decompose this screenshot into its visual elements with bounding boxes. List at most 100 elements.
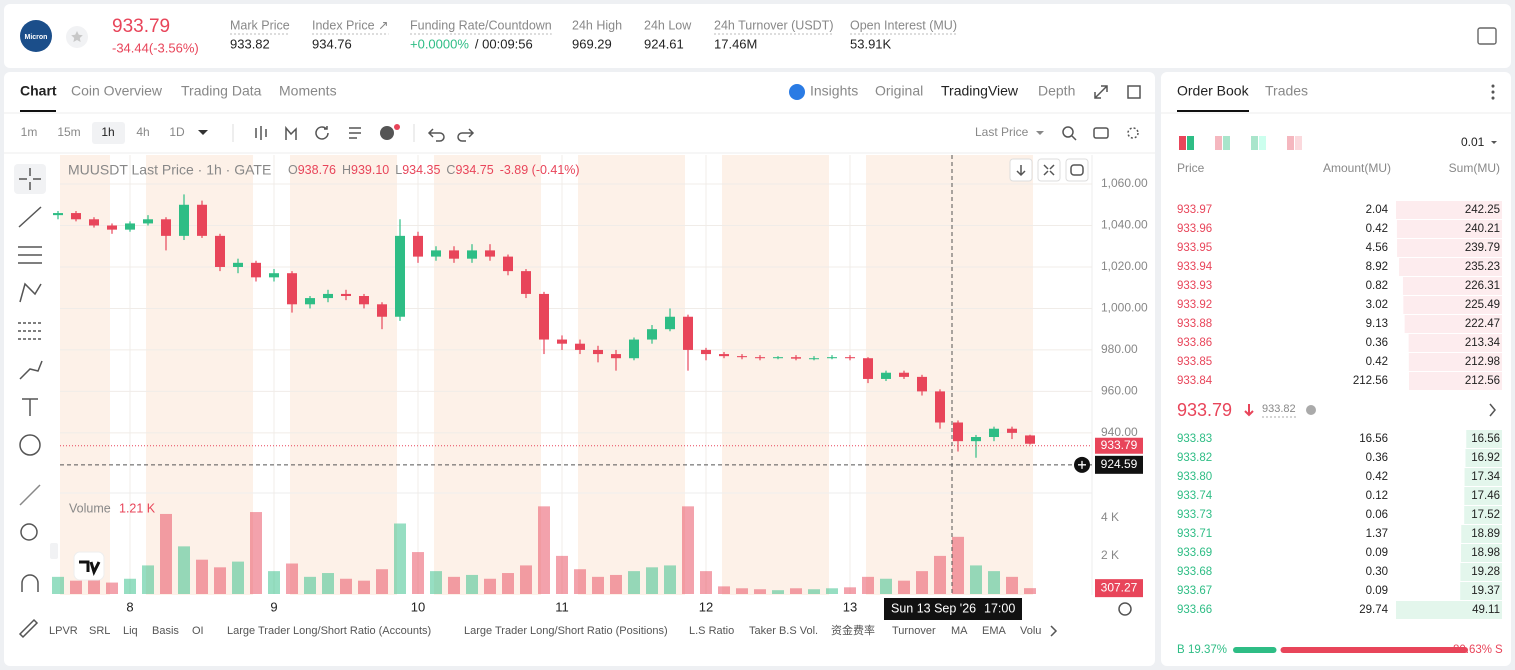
axis-settings[interactable] xyxy=(1118,602,1132,616)
tab[interactable]: Trading Data xyxy=(181,83,262,99)
camera-icon[interactable] xyxy=(1093,127,1109,139)
interval[interactable]: 15m xyxy=(57,125,80,139)
indicator[interactable]: Taker B.S Vol. xyxy=(749,625,818,637)
interval[interactable]: 1D xyxy=(169,125,185,139)
cross-tool[interactable] xyxy=(19,168,41,190)
indicator[interactable]: EMA xyxy=(982,625,1007,637)
volume-bar xyxy=(988,571,1000,594)
book-price[interactable]: 933.93 xyxy=(1177,280,1212,292)
book-price[interactable]: 933.88 xyxy=(1177,318,1212,330)
magnet-tool[interactable] xyxy=(21,574,39,592)
book-price[interactable]: 933.73 xyxy=(1177,509,1212,521)
stat-value: 969.29 xyxy=(572,36,612,51)
indicator[interactable]: OI xyxy=(192,625,204,637)
tab[interactable]: Coin Overview xyxy=(71,83,163,99)
indicator[interactable]: SRL xyxy=(89,625,110,637)
info-icon xyxy=(1306,405,1316,415)
view-tab[interactable]: Original xyxy=(875,83,923,99)
book-price[interactable]: 933.68 xyxy=(1177,566,1212,578)
indicator[interactable]: 资金费率 xyxy=(831,623,875,637)
pencil-tool[interactable] xyxy=(18,618,39,639)
ohlc-key: L xyxy=(395,163,402,177)
view-tab[interactable]: Depth xyxy=(1038,83,1075,99)
price-type[interactable]: Last Price xyxy=(975,125,1029,139)
view-sells[interactable] xyxy=(1287,136,1294,150)
pattern-tool[interactable] xyxy=(19,282,42,303)
redo-icon[interactable] xyxy=(457,128,475,142)
indicator[interactable]: LPVR xyxy=(49,625,78,637)
expand-icon[interactable] xyxy=(1094,85,1108,99)
book-price[interactable]: 933.86 xyxy=(1177,337,1212,349)
book-price[interactable]: 933.85 xyxy=(1177,356,1212,368)
reset-button[interactable] xyxy=(1065,158,1089,182)
candles-icon[interactable] xyxy=(255,126,267,140)
interval[interactable]: 1h xyxy=(101,125,114,139)
zoom-tool[interactable] xyxy=(20,523,38,541)
book-price[interactable]: 933.95 xyxy=(1177,242,1212,254)
emoji-tool[interactable] xyxy=(19,434,41,456)
window-icon[interactable] xyxy=(1127,85,1141,99)
undo-icon[interactable] xyxy=(427,128,445,142)
channel-tool[interactable] xyxy=(18,246,42,264)
indicator[interactable]: Turnover xyxy=(892,625,936,637)
dropdown-icon[interactable] xyxy=(1491,141,1497,144)
indicator[interactable]: Large Trader Long/Short Ratio (Positions… xyxy=(464,625,668,637)
book-price[interactable]: 933.69 xyxy=(1177,547,1212,559)
book-price[interactable]: 933.96 xyxy=(1177,223,1212,235)
volume-bar xyxy=(952,536,964,594)
book-price[interactable]: 933.71 xyxy=(1177,528,1212,540)
tab[interactable]: Trades xyxy=(1265,83,1308,99)
book-price[interactable]: 933.94 xyxy=(1177,261,1213,273)
interval[interactable]: 4h xyxy=(136,125,149,139)
indicator[interactable]: L.S Ratio xyxy=(689,625,734,637)
interval[interactable]: 1m xyxy=(21,125,38,139)
fib-tool[interactable] xyxy=(18,322,42,340)
tool-icons xyxy=(255,124,1139,142)
book-price[interactable]: 933.80 xyxy=(1177,471,1212,483)
indicator[interactable]: Basis xyxy=(152,625,179,637)
volume-bar xyxy=(124,578,136,594)
line-tool[interactable] xyxy=(18,206,42,228)
dropdown-icon[interactable] xyxy=(198,130,208,135)
book-price[interactable]: 933.67 xyxy=(1177,585,1212,597)
book-price[interactable]: 933.92 xyxy=(1177,299,1212,311)
view-both[interactable] xyxy=(1179,136,1186,150)
template-icon[interactable] xyxy=(349,127,361,139)
brush-tool[interactable] xyxy=(19,360,43,380)
view-tab[interactable]: Insights xyxy=(810,83,858,99)
book-price[interactable]: 933.84 xyxy=(1177,375,1213,387)
tab[interactable]: Chart xyxy=(20,83,57,99)
header-icon[interactable] xyxy=(1477,27,1497,45)
indicator[interactable]: Volu xyxy=(1020,625,1041,637)
indicator[interactable]: Large Trader Long/Short Ratio (Accounts) xyxy=(227,625,431,637)
indicator[interactable]: Liq xyxy=(123,625,138,637)
add-icon[interactable] xyxy=(380,126,394,140)
chart-buttons xyxy=(1009,158,1089,182)
indicator-icon[interactable] xyxy=(285,125,297,140)
book-price[interactable]: 933.97 xyxy=(1177,204,1212,216)
book-price[interactable]: 933.66 xyxy=(1177,604,1212,616)
tab[interactable]: Moments xyxy=(279,83,337,99)
more-arrow[interactable] xyxy=(1489,403,1496,417)
ruler-tool[interactable] xyxy=(19,484,41,506)
book-sum: 17.34 xyxy=(1471,471,1500,483)
dropdown-icon[interactable] xyxy=(1036,131,1044,135)
text-tool[interactable] xyxy=(22,398,38,416)
settings-icon[interactable] xyxy=(1127,127,1139,139)
view-bids[interactable] xyxy=(1215,136,1222,150)
collapse-button[interactable] xyxy=(1037,158,1061,182)
more-arrow[interactable] xyxy=(1050,625,1058,637)
book-price[interactable]: 933.74 xyxy=(1177,490,1213,502)
volume-bar xyxy=(772,590,784,594)
view-tab[interactable]: TradingView xyxy=(941,83,1019,99)
book-price[interactable]: 933.83 xyxy=(1177,433,1212,445)
indicator[interactable]: MA xyxy=(951,625,968,637)
view-asks[interactable] xyxy=(1251,136,1258,150)
scroll-handle[interactable] xyxy=(50,543,58,559)
search-icon[interactable] xyxy=(1062,126,1074,138)
tab[interactable]: Order Book xyxy=(1177,83,1250,99)
tool-active[interactable] xyxy=(14,164,46,194)
tick-size[interactable]: 0.01 xyxy=(1461,135,1485,149)
book-price[interactable]: 933.82 xyxy=(1177,452,1212,464)
replay-icon[interactable] xyxy=(315,126,329,140)
